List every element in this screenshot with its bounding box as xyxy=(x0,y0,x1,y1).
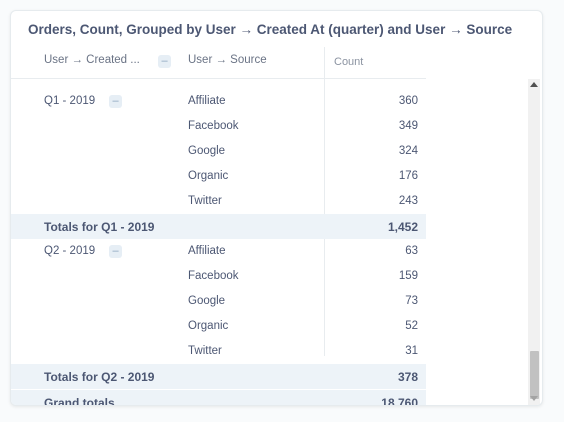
table-row: Google 324 xyxy=(11,139,426,164)
table-row: Q1 - 2019 – Affiliate 360 xyxy=(11,89,426,114)
collapse-column-icon[interactable]: – xyxy=(158,55,171,68)
count-cell: 63 xyxy=(405,245,418,257)
header-source[interactable]: User → Source xyxy=(188,54,267,66)
header-count[interactable]: Count xyxy=(334,56,364,68)
grand-total-row: Grand totals 18,760 xyxy=(11,390,426,406)
collapse-group-icon[interactable]: – xyxy=(109,245,122,258)
subtotal-label: Totals for Q2 - 2019 xyxy=(44,370,155,384)
subtotal-row: Totals for Q2 - 2019 378 xyxy=(11,364,426,389)
table-row: Organic 176 xyxy=(11,164,426,189)
table-row: Organic 52 xyxy=(11,314,426,339)
count-cell: 360 xyxy=(398,95,418,107)
subtotal-row: Totals for Q1 - 2019 1,452 xyxy=(11,214,426,239)
header-created-at[interactable]: User → Created ... xyxy=(44,54,140,66)
table-row: Q2 - 2019 – Affiliate 63 xyxy=(11,239,426,264)
source-cell: Organic xyxy=(188,170,229,182)
subtotal-count: 1,452 xyxy=(387,220,418,234)
table-body: Q1 - 2019 – Affiliate 360 Facebook 349 G… xyxy=(11,79,426,406)
count-cell: 31 xyxy=(405,345,418,357)
table-row: Google 73 xyxy=(11,289,426,314)
header-divider xyxy=(324,47,325,79)
count-cell: 159 xyxy=(398,270,418,282)
vertical-scrollbar[interactable] xyxy=(528,79,540,405)
source-cell: Facebook xyxy=(188,270,239,282)
source-cell: Twitter xyxy=(188,345,222,357)
subtotal-label: Totals for Q1 - 2019 xyxy=(44,220,155,234)
scroll-up-arrow-icon[interactable] xyxy=(530,82,538,87)
quarter-cell: Q2 - 2019 xyxy=(44,245,96,257)
table-row: Twitter 243 xyxy=(11,189,426,214)
table-row: Facebook 349 xyxy=(11,114,426,139)
collapse-group-icon[interactable]: – xyxy=(109,95,122,108)
count-cell: 176 xyxy=(398,170,418,182)
quarter-cell: Q1 - 2019 xyxy=(44,95,96,107)
source-cell: Twitter xyxy=(188,195,222,207)
source-cell: Affiliate xyxy=(188,245,226,257)
count-cell: 243 xyxy=(398,195,418,207)
count-cell: 73 xyxy=(405,295,418,307)
pivot-table-card: Orders, Count, Grouped by User → Created… xyxy=(10,10,543,406)
count-cell: 324 xyxy=(398,145,418,157)
count-cell: 349 xyxy=(398,120,418,132)
source-cell: Affiliate xyxy=(188,95,226,107)
scrollbar-thumb[interactable] xyxy=(530,351,539,399)
source-cell: Organic xyxy=(188,320,229,332)
source-cell: Facebook xyxy=(188,120,239,132)
count-cell: 52 xyxy=(405,320,418,332)
card-title: Orders, Count, Grouped by User → Created… xyxy=(28,22,513,37)
table-row: Twitter 31 xyxy=(11,339,426,364)
source-cell: Google xyxy=(188,295,226,307)
source-cell: Google xyxy=(188,145,226,157)
table-row: Facebook 159 xyxy=(11,264,426,289)
grand-total-count: 18,760 xyxy=(381,396,418,406)
table-header: User → Created ... – User → Source Count xyxy=(11,47,426,79)
scroll-down-arrow-icon[interactable] xyxy=(530,396,538,401)
subtotal-count: 378 xyxy=(397,370,418,384)
grand-total-label: Grand totals xyxy=(44,396,115,406)
